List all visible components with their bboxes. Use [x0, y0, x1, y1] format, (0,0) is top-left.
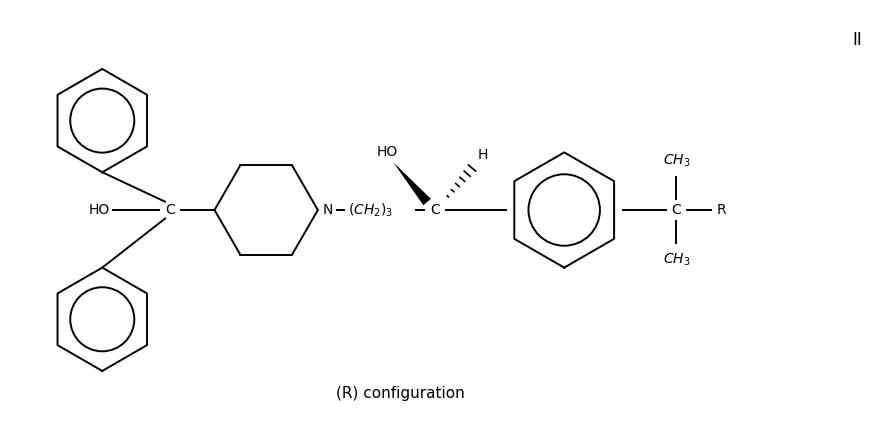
Text: HO: HO: [377, 146, 398, 160]
Text: (R) configuration: (R) configuration: [336, 386, 465, 401]
Text: $CH_3$: $CH_3$: [662, 252, 690, 268]
Text: C: C: [165, 203, 175, 217]
Text: C: C: [430, 203, 440, 217]
Text: N: N: [323, 203, 333, 217]
Text: $(CH_2)_3$: $(CH_2)_3$: [348, 201, 393, 219]
Text: H: H: [477, 149, 488, 162]
Text: C: C: [671, 203, 681, 217]
Text: $CH_3$: $CH_3$: [662, 152, 690, 168]
Text: HO: HO: [89, 203, 110, 217]
Text: II: II: [853, 31, 862, 49]
Text: R: R: [717, 203, 725, 217]
Polygon shape: [393, 162, 431, 205]
